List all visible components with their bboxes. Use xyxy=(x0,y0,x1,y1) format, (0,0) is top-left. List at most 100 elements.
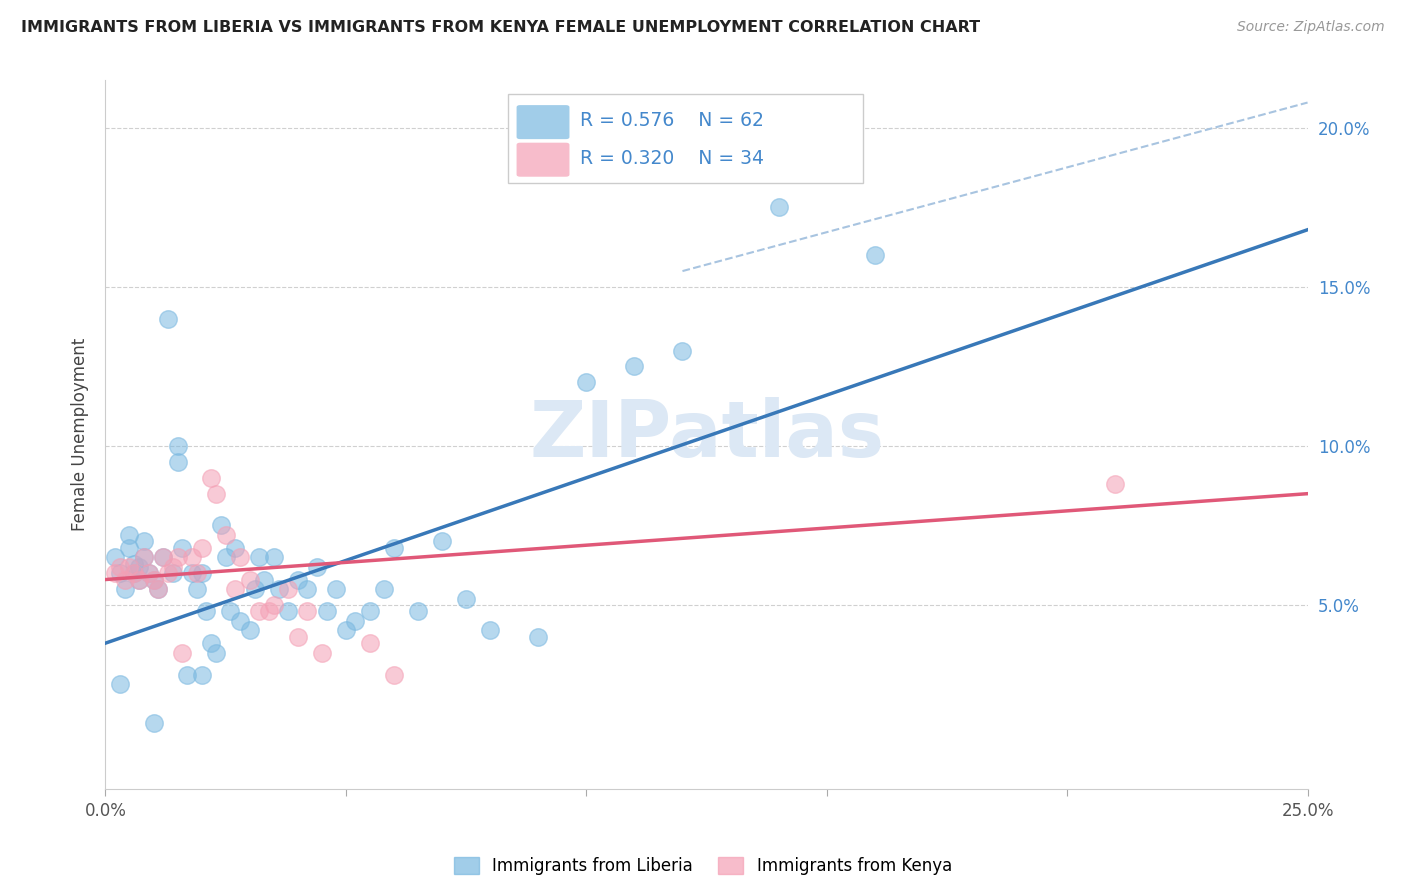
Point xyxy=(152,550,174,565)
Point xyxy=(315,604,337,618)
Point xyxy=(186,582,208,596)
Point xyxy=(247,550,270,565)
Point xyxy=(239,624,262,638)
Point xyxy=(287,573,309,587)
Point xyxy=(214,528,236,542)
Point xyxy=(623,359,645,374)
Point xyxy=(454,591,477,606)
Point xyxy=(166,455,188,469)
Point xyxy=(118,528,141,542)
Point xyxy=(430,534,453,549)
Point xyxy=(104,550,127,565)
Point xyxy=(335,624,357,638)
Point xyxy=(1104,477,1126,491)
Point xyxy=(239,573,262,587)
Point xyxy=(229,550,252,565)
Point xyxy=(152,550,174,565)
Point xyxy=(114,582,136,596)
Point xyxy=(118,541,141,555)
Legend: Immigrants from Liberia, Immigrants from Kenya: Immigrants from Liberia, Immigrants from… xyxy=(454,856,952,875)
Point xyxy=(190,566,212,581)
Point xyxy=(142,573,165,587)
Point xyxy=(190,668,212,682)
Text: IMMIGRANTS FROM LIBERIA VS IMMIGRANTS FROM KENYA FEMALE UNEMPLOYMENT CORRELATION: IMMIGRANTS FROM LIBERIA VS IMMIGRANTS FR… xyxy=(21,20,980,35)
Point xyxy=(156,566,179,581)
Point xyxy=(124,557,146,571)
Text: R = 0.576    N = 62: R = 0.576 N = 62 xyxy=(581,112,765,130)
FancyBboxPatch shape xyxy=(508,95,863,183)
Point xyxy=(243,582,266,596)
Point xyxy=(224,541,246,555)
Point xyxy=(359,636,381,650)
Point xyxy=(671,343,693,358)
Point xyxy=(176,668,198,682)
Point xyxy=(162,566,184,581)
Point xyxy=(344,614,367,628)
Point xyxy=(172,541,194,555)
Point xyxy=(311,646,333,660)
Point xyxy=(132,550,155,565)
Point xyxy=(575,376,598,390)
FancyBboxPatch shape xyxy=(516,143,569,177)
Point xyxy=(214,550,236,565)
Point xyxy=(297,582,319,596)
Point xyxy=(297,604,319,618)
Point xyxy=(205,646,228,660)
Point xyxy=(166,439,188,453)
Point xyxy=(108,677,131,691)
Point xyxy=(373,582,395,596)
Point xyxy=(104,566,127,581)
Point xyxy=(128,573,150,587)
Point xyxy=(863,248,886,262)
Point xyxy=(406,604,429,618)
Point xyxy=(768,201,790,215)
Y-axis label: Female Unemployment: Female Unemployment xyxy=(70,338,89,532)
Point xyxy=(224,582,246,596)
Point xyxy=(195,604,218,618)
Point xyxy=(132,550,155,565)
Point xyxy=(128,573,150,587)
Point xyxy=(138,566,160,581)
Point xyxy=(114,573,136,587)
Text: ZIPatlas: ZIPatlas xyxy=(529,397,884,473)
Point xyxy=(142,715,165,730)
Point xyxy=(219,604,242,618)
Point xyxy=(277,604,299,618)
Point xyxy=(527,630,550,644)
Point xyxy=(205,486,228,500)
Point xyxy=(156,311,179,326)
FancyBboxPatch shape xyxy=(516,105,569,139)
Point xyxy=(253,573,276,587)
Point xyxy=(186,566,208,581)
Point xyxy=(124,566,146,581)
Point xyxy=(325,582,347,596)
Point xyxy=(305,559,328,574)
Point xyxy=(267,582,290,596)
Point xyxy=(128,559,150,574)
Point xyxy=(181,550,204,565)
Point xyxy=(172,646,194,660)
Point xyxy=(142,573,165,587)
Point xyxy=(359,604,381,618)
Point xyxy=(118,559,141,574)
Point xyxy=(200,636,222,650)
Point xyxy=(257,604,280,618)
Point xyxy=(263,550,285,565)
Point xyxy=(148,582,170,596)
Text: R = 0.320    N = 34: R = 0.320 N = 34 xyxy=(581,149,765,168)
Point xyxy=(229,614,252,628)
Point xyxy=(382,541,405,555)
Point xyxy=(162,559,184,574)
Point xyxy=(190,541,212,555)
Point xyxy=(263,598,285,612)
Point xyxy=(108,559,131,574)
Text: Source: ZipAtlas.com: Source: ZipAtlas.com xyxy=(1237,20,1385,34)
Point xyxy=(108,566,131,581)
Point xyxy=(138,566,160,581)
Point xyxy=(277,582,299,596)
Point xyxy=(166,550,188,565)
Point xyxy=(124,566,146,581)
Point xyxy=(209,518,232,533)
Point xyxy=(382,668,405,682)
Point xyxy=(200,471,222,485)
